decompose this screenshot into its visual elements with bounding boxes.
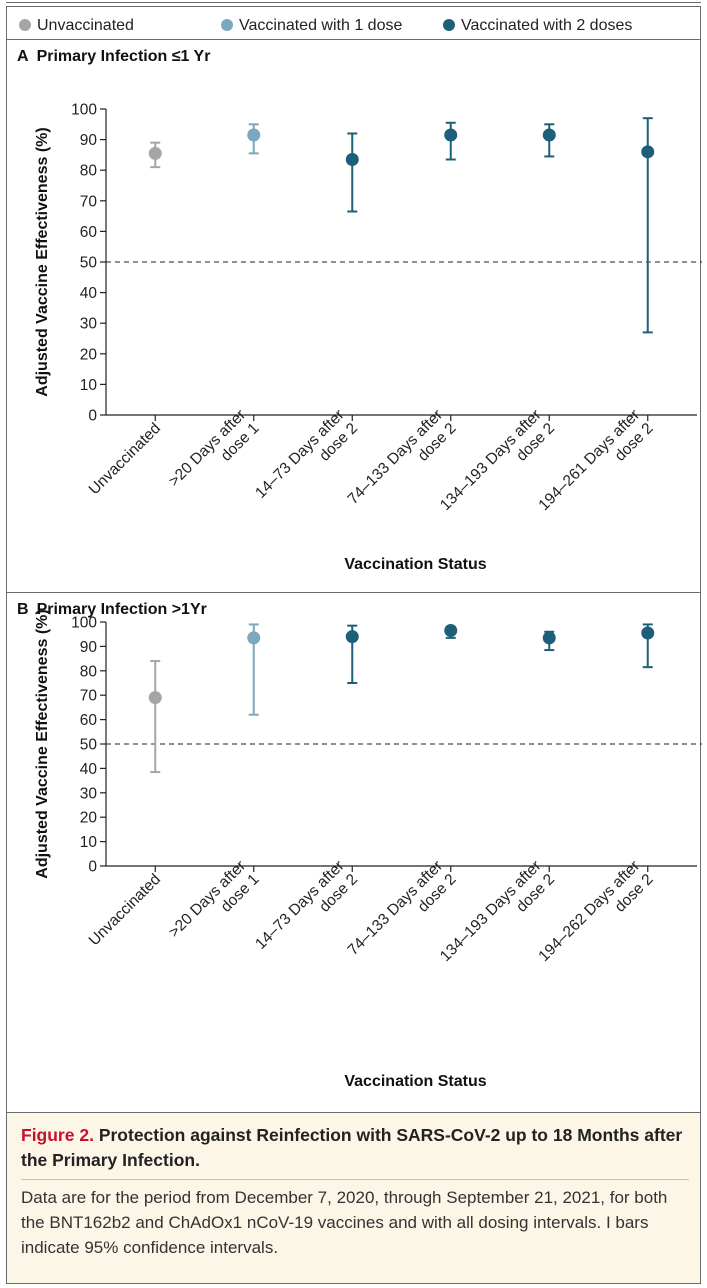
chart-a-svg: 0 10 20 30 40 50 60 70 80 90 100 Unvaccinated >20 Da… bbox=[34, 102, 702, 573]
x-tick-label: Unvaccinated bbox=[86, 871, 164, 949]
caption-title-text: Protection against Reinfection with SARS… bbox=[21, 1125, 683, 1170]
x-tick-label: >20 Days afterdose 1 bbox=[166, 406, 263, 503]
x-tick-label-line: Unvaccinated bbox=[86, 420, 164, 498]
x-tick-label: 194–261 Days afterdose 2 bbox=[535, 406, 656, 527]
panel-a-title: A Primary Infection ≤1 Yr bbox=[17, 48, 210, 66]
y-tick-label: 90 bbox=[80, 639, 98, 656]
legend-label: Unvaccinated bbox=[37, 17, 134, 34]
point-estimate bbox=[641, 626, 655, 640]
y-axis-title: Adjusted Vaccine Effectiveness (%) bbox=[34, 609, 51, 878]
legend: Unvaccinated Vaccinated with 1 dose Vacc… bbox=[7, 7, 700, 40]
panel-title-text: Primary Infection >1Yr bbox=[36, 601, 207, 618]
caption-divider bbox=[21, 1179, 689, 1180]
x-tick-label: 14–73 Days afterdose 2 bbox=[252, 406, 361, 515]
panel-a: A Primary Infection ≤1 Yr 0 10 20 30 40 50 60 70… bbox=[7, 40, 702, 593]
y-tick-label: 60 bbox=[80, 224, 98, 241]
y-tick-label: 10 bbox=[80, 834, 98, 851]
x-tick-label: Unvaccinated bbox=[86, 420, 164, 498]
y-tick-label: 100 bbox=[71, 615, 97, 632]
legend-label: Vaccinated with 1 dose bbox=[239, 17, 403, 34]
panel-letter: A bbox=[17, 48, 29, 65]
legend-item-two-doses: Vaccinated with 2 doses bbox=[443, 17, 632, 35]
x-tick-label: 194–262 Days afterdose 2 bbox=[535, 857, 656, 978]
x-tick-label: 134–193 Days afterdose 2 bbox=[437, 857, 558, 978]
y-tick-label: 0 bbox=[88, 859, 97, 876]
y-tick-label: 60 bbox=[80, 712, 98, 729]
chart-b-svg: 0 10 20 30 40 50 60 70 80 90 100 Unvaccinated >20 Da… bbox=[34, 609, 702, 1090]
legend-swatch-unvaccinated bbox=[19, 19, 31, 31]
y-tick-label: 10 bbox=[80, 377, 98, 394]
legend-item-unvaccinated: Unvaccinated bbox=[19, 17, 134, 35]
x-tick-label-line: Unvaccinated bbox=[86, 871, 164, 949]
legend-label: Vaccinated with 2 doses bbox=[461, 17, 633, 34]
y-tick-label: 20 bbox=[80, 810, 98, 827]
caption-body: Data are for the period from December 7,… bbox=[21, 1188, 668, 1257]
y-tick-label: 50 bbox=[80, 255, 98, 272]
figure-caption: Figure 2. Protection against Reinfection… bbox=[7, 1113, 700, 1283]
y-tick-label: 100 bbox=[71, 102, 97, 119]
y-tick-label: 0 bbox=[88, 408, 97, 425]
y-tick-label: 40 bbox=[80, 761, 98, 778]
point-estimate bbox=[444, 624, 458, 638]
y-tick-label: 90 bbox=[80, 132, 98, 149]
figure-label: Figure 2. bbox=[21, 1125, 94, 1145]
point-estimate bbox=[641, 145, 655, 159]
x-tick-label: 134–193 Days afterdose 2 bbox=[437, 406, 558, 527]
y-tick-label: 70 bbox=[80, 193, 98, 210]
figure-frame: Unvaccinated Vaccinated with 1 dose Vacc… bbox=[6, 6, 702, 1284]
y-axis-title: Adjusted Vaccine Effectiveness (%) bbox=[34, 127, 51, 396]
y-tick-label: 70 bbox=[80, 688, 98, 705]
point-estimate bbox=[247, 631, 261, 645]
top-rule bbox=[6, 2, 701, 3]
y-tick-label: 30 bbox=[80, 316, 98, 333]
panel-b-title: B Primary Infection >1Yr bbox=[17, 601, 207, 619]
y-tick-label: 50 bbox=[80, 737, 98, 754]
point-estimate bbox=[345, 630, 359, 644]
x-axis-title: Vaccination Status bbox=[344, 556, 486, 573]
legend-swatch-one-dose bbox=[221, 19, 233, 31]
point-estimate bbox=[444, 128, 458, 142]
y-tick-label: 80 bbox=[80, 663, 98, 680]
y-tick-label: 30 bbox=[80, 785, 98, 802]
x-tick-label: 14–73 Days afterdose 2 bbox=[252, 857, 361, 966]
caption-title: Figure 2. Protection against Reinfection… bbox=[21, 1123, 689, 1173]
y-tick-label: 80 bbox=[80, 163, 98, 180]
panel-letter: B bbox=[17, 601, 29, 618]
legend-item-one-dose: Vaccinated with 1 dose bbox=[221, 17, 402, 35]
y-tick-label: 20 bbox=[80, 346, 98, 363]
panel-b: B Primary Infection >1Yr 0 10 20 30 40 50 60 70 8… bbox=[7, 593, 702, 1113]
legend-swatch-two-doses bbox=[443, 19, 455, 31]
point-estimate bbox=[247, 128, 261, 142]
x-tick-label: >20 Days afterdose 1 bbox=[166, 857, 263, 954]
point-estimate bbox=[542, 128, 556, 142]
x-axis-title: Vaccination Status bbox=[344, 1073, 486, 1090]
y-tick-label: 40 bbox=[80, 285, 98, 302]
point-estimate bbox=[148, 691, 162, 705]
panel-title-text: Primary Infection ≤1 Yr bbox=[36, 48, 211, 65]
point-estimate bbox=[148, 146, 162, 160]
point-estimate bbox=[345, 152, 359, 166]
point-estimate bbox=[542, 631, 556, 645]
